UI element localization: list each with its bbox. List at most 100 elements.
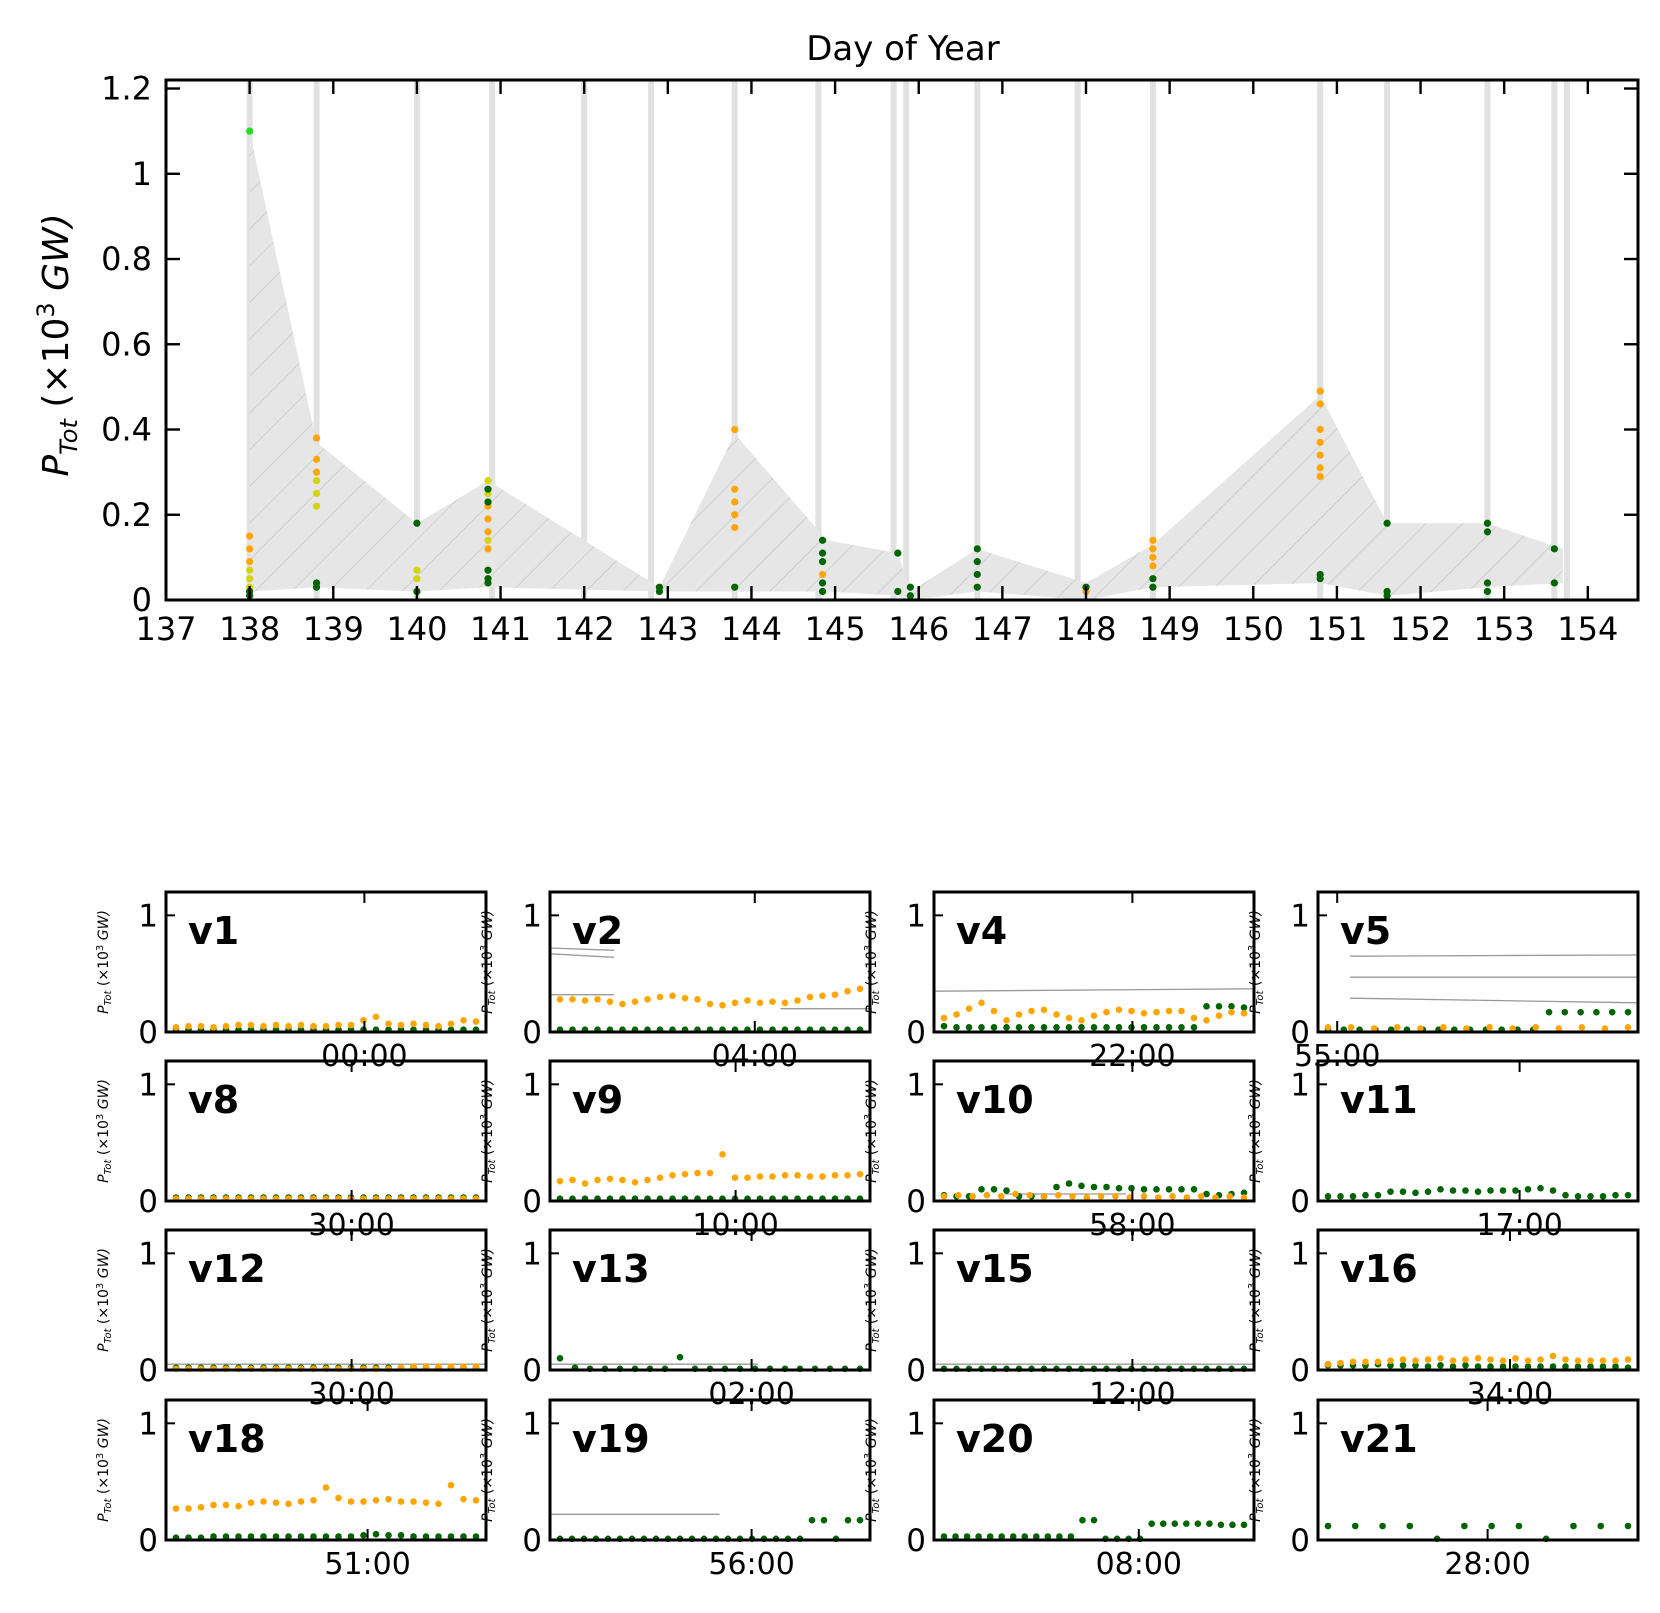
data-point-green [1383,519,1391,527]
data-point-orange [954,1191,962,1199]
data-point-orange [1487,1356,1494,1363]
data-point-green [435,1533,442,1540]
data-point-green [1524,1186,1532,1193]
observation-band [815,80,822,600]
data-point-orange [272,1499,280,1506]
data-point-orange [731,523,739,532]
data-point-orange [1028,1007,1035,1015]
data-point-green [808,1516,816,1524]
data-point-green [1537,1184,1544,1192]
data-point-orange [669,1172,676,1179]
data-point-green [1090,1183,1098,1191]
y-axis-label-subscript: Tot [55,418,83,455]
x-tick-label: 151 [1306,610,1367,648]
y-tick-label: 0 [906,1523,926,1559]
panel-y-axis-label-part: GW) [1248,1079,1264,1114]
panel-y-axis-label-part: P [864,1343,880,1352]
data-point-orange [953,1011,960,1018]
observation-band [413,80,420,600]
data-point-orange [197,1022,205,1030]
data-point-green [1140,1186,1148,1193]
data-point-orange [312,455,321,463]
data-point-green [1487,1187,1494,1194]
data-point-green [1215,1003,1223,1010]
y-tick-label: 0 [1290,1184,1310,1220]
panel-frame [932,1228,1256,1372]
data-point-orange [312,468,321,476]
data-point-orange [1149,553,1157,561]
data-point-green [385,1532,392,1539]
data-point-orange [581,997,589,1004]
data-point-green [1488,1522,1495,1530]
data-point-orange [606,1175,614,1183]
x-tick-label: 12:00 [1089,1377,1175,1412]
data-point-yellow [484,536,492,544]
x-tick-label: 149 [1139,610,1200,648]
x-tick-label: 150 [1223,610,1284,648]
data-point-orange [1240,1194,1248,1201]
y-tick-label: 0.8 [101,240,152,278]
data-point-green [1149,575,1157,583]
data-point-orange [1103,1008,1110,1016]
data-point-orange [656,1174,664,1181]
y-tick-label: 0 [138,1184,158,1220]
panel-y-axis-label: PTot (×103 GW) [479,910,498,1014]
x-tick-label: 148 [1055,610,1116,648]
panel-y-axis-label-part: 3 [95,1453,106,1459]
data-point-orange [1069,1193,1076,1200]
panel-y-axis-label-part: 3 [863,945,874,951]
data-point-green [1078,1024,1085,1031]
data-point-lime [246,127,254,135]
observation-band [903,80,910,600]
data-point-orange [669,992,676,1000]
data-point-green [1512,1363,1519,1370]
panel-y-axis-label-part: GW) [864,1079,880,1114]
panel-y-axis-label-part: P [1248,1343,1264,1352]
panel-v5: 0 1 55:00 v5 PTot (×103 GW) [1247,890,1640,1074]
data-point-green [1387,1188,1394,1195]
data-point-orange [844,1172,851,1179]
y-tick-label: 1 [138,898,158,934]
y-tick-label: 1 [138,1406,158,1442]
data-point-orange [731,999,739,1007]
panel-y-axis-label-part: (×10 [480,951,496,990]
data-point-orange [1212,1194,1219,1201]
data-point-green [1437,1186,1444,1193]
y-tick-label: 1 [906,898,926,934]
panel-y-axis-label-part: GW) [1248,1248,1264,1283]
data-point-green [1153,1186,1160,1193]
panel-y-axis-label-part: P [96,1174,112,1183]
data-point-orange [397,1498,405,1505]
x-tick-label: 138 [219,610,280,648]
data-point-orange [272,1021,280,1029]
y-tick-label: 0.4 [101,411,152,449]
data-point-orange [706,1000,714,1008]
data-point-orange [347,1498,355,1505]
data-point-green [1153,1024,1160,1031]
data-point-green [1171,1520,1179,1527]
y-tick-label: 0 [906,1015,926,1051]
panel-y-axis-label-part: 3 [1247,945,1258,951]
data-point-orange [940,1014,948,1022]
data-point-green [1474,1188,1482,1195]
data-point-green [1240,1189,1248,1197]
data-point-orange [1097,1193,1105,1200]
data-point-orange [1140,1193,1148,1200]
data-point-orange [1316,387,1324,395]
data-point-orange [460,1017,467,1024]
data-point-orange [1374,1358,1382,1366]
data-point-orange [794,1172,801,1179]
observation-band [1149,80,1156,600]
data-point-orange [347,1021,355,1029]
data-point-orange [484,528,492,536]
data-point-orange [1324,1024,1332,1031]
data-point-green [940,1022,948,1030]
data-point-orange [1424,1356,1432,1363]
data-point-orange [719,1001,726,1009]
data-point-green [1612,1191,1619,1199]
data-point-green [1337,1193,1344,1200]
data-point-orange [794,997,801,1004]
data-point-green [1483,519,1492,527]
data-point-orange [297,1021,305,1029]
